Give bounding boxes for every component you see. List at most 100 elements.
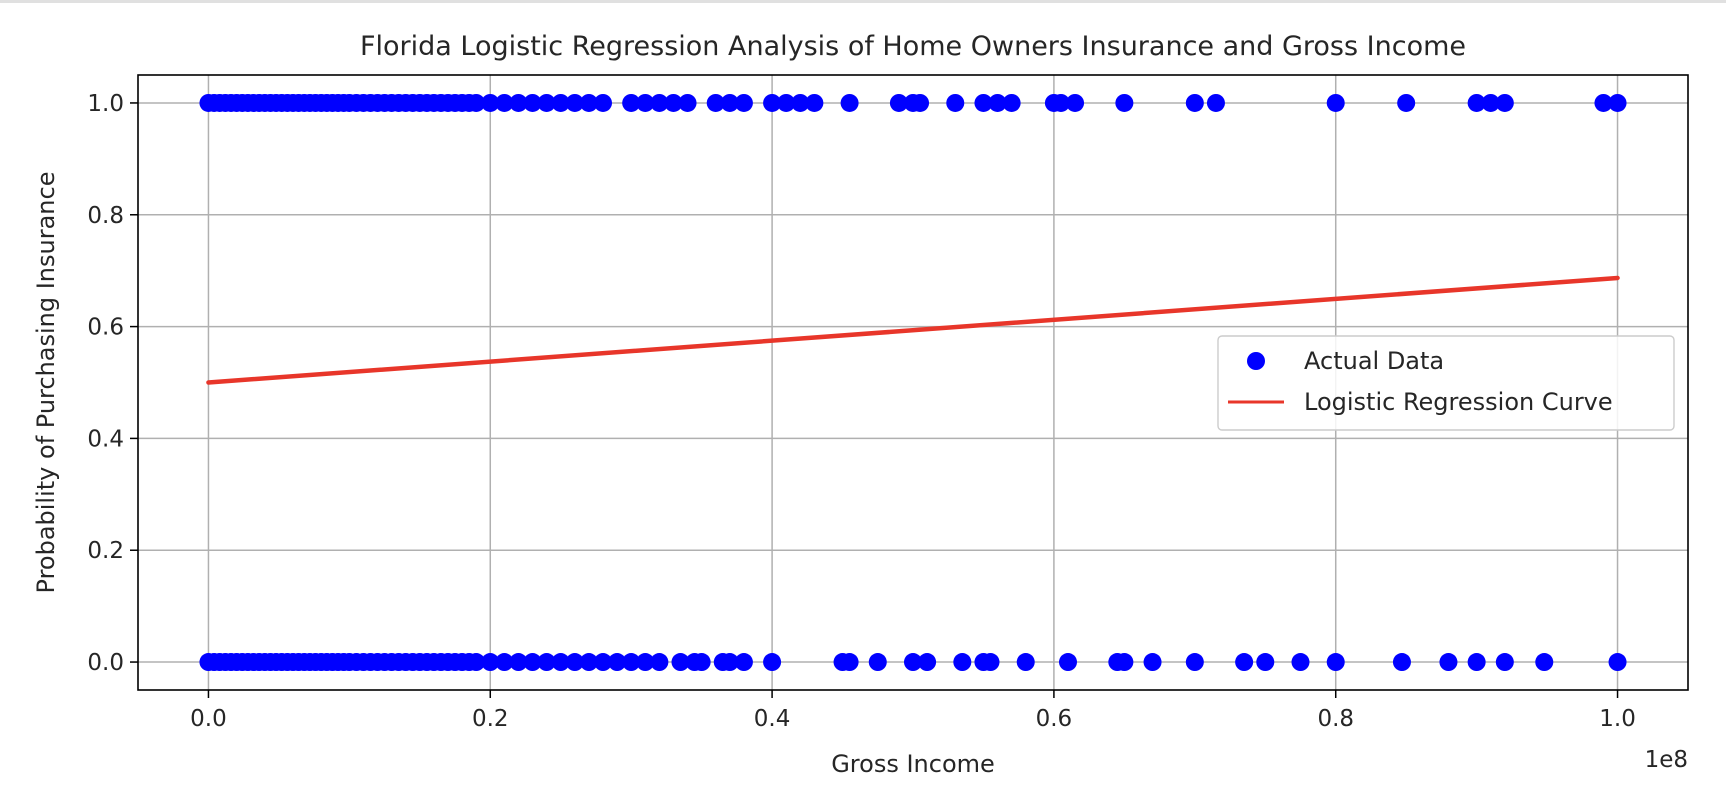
y-tick-label: 0.0 [87,650,124,676]
x-tick-label: 0.2 [472,706,509,732]
data-point [946,93,965,112]
data-point [1326,93,1345,112]
data-point [636,653,655,672]
data-point [840,93,859,112]
data-point [664,93,683,112]
data-point [981,653,1000,672]
data-point [1594,93,1613,112]
x-tick-label: 0.8 [1317,706,1354,732]
data-point [904,653,922,672]
y-axis-label: Probability of Purchasing Insurance [32,172,60,594]
data-point [1397,93,1416,112]
data-point [636,93,655,112]
data-point [495,653,514,672]
data-point [840,653,859,672]
data-point [1115,93,1134,112]
data-point [594,93,612,112]
data-point [734,653,753,672]
data-point [953,653,972,672]
y-tick-label: 0.2 [87,538,124,564]
data-point [678,93,697,112]
data-point [551,653,570,672]
data-point [1185,93,1204,112]
x-tick-label: 1.0 [1599,706,1636,732]
data-point [805,93,824,112]
data-point [1467,653,1486,672]
legend-label-regression-curve: Logistic Regression Curve [1304,388,1613,416]
legend-label-actual-data: Actual Data [1304,347,1444,375]
data-point [911,93,930,112]
scatter-points-purchased [199,93,1627,112]
data-point [608,653,627,672]
data-point [974,93,993,112]
data-point [650,653,669,672]
legend-box [1217,335,1675,431]
data-point [1481,93,1500,112]
data-point [692,653,711,672]
data-point [720,653,739,672]
data-point [1206,93,1225,112]
data-point [1392,653,1411,672]
data-point [594,653,612,672]
data-point [565,93,584,112]
y-tick-label: 1.0 [87,91,124,117]
data-point [1059,653,1077,672]
data-point [537,93,556,112]
data-point [495,93,514,112]
data-point [622,653,641,672]
data-point [889,93,908,112]
x-tick-label: 0.4 [754,706,791,732]
data-point [763,653,782,672]
data-point [1185,653,1204,672]
data-point [1002,93,1021,112]
data-point [706,93,725,112]
data-point [918,653,937,672]
data-point [1115,653,1134,672]
data-point [868,653,887,672]
data-point [1256,653,1275,672]
data-point [671,653,690,672]
data-point [1051,93,1070,112]
data-point [579,653,598,672]
data-point [1535,653,1554,672]
data-point [1066,93,1085,112]
data-point [1467,93,1486,112]
data-point [551,93,570,112]
data-point [791,93,810,112]
x-axis-label: Gross Income [831,750,995,778]
data-point [988,93,1007,112]
data-point [523,93,542,112]
data-point [650,93,669,112]
chart-title: Florida Logistic Regression Analysis of … [360,31,1466,62]
data-point [720,93,739,112]
y-tick-label: 0.4 [87,426,124,452]
data-point [1608,653,1627,672]
data-point [1291,653,1310,672]
data-point [481,93,500,112]
data-point [1016,653,1035,672]
legend-marker-actual-data [1247,352,1265,370]
y-tick-label: 0.8 [87,203,124,229]
scatter-points-not-purchased [199,653,1627,672]
data-point [509,653,528,672]
y-tick-label: 0.6 [87,315,124,341]
data-point [1495,93,1514,112]
data-point [481,653,500,672]
regression-curve [206,275,1620,385]
data-point [777,93,796,112]
data-point [1235,653,1254,672]
data-point [523,653,542,672]
data-point [763,93,782,112]
data-point [537,653,556,672]
x-tick-label: 0.0 [190,706,227,732]
data-point [509,93,528,112]
x-tick-label: 0.6 [1036,706,1073,732]
data-point [1608,93,1627,112]
legend: Actual Data Logistic Regression Curve [1217,335,1675,431]
data-point [622,93,641,112]
axis-ticks: 0.0 0.2 0.4 0.6 0.8 1.0 0.0 0.2 0.4 0.6 0.8 1.0 [87,91,1635,732]
data-point [467,93,486,112]
data-point [734,93,753,112]
